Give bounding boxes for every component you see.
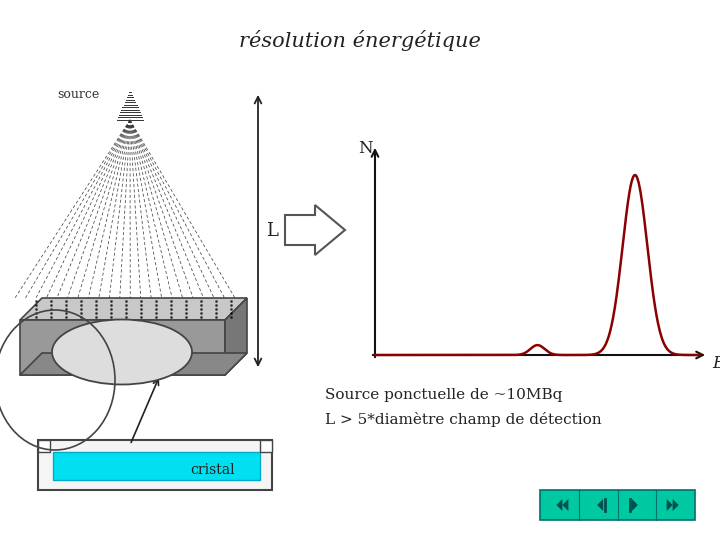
Polygon shape <box>540 490 695 520</box>
Polygon shape <box>562 499 568 511</box>
Text: résolution énergétique: résolution énergétique <box>239 30 481 51</box>
Polygon shape <box>20 320 225 375</box>
Polygon shape <box>285 205 345 255</box>
Polygon shape <box>260 440 272 452</box>
Text: E: E <box>712 354 720 372</box>
Text: cristal: cristal <box>190 463 235 477</box>
Polygon shape <box>667 499 672 511</box>
Text: L: L <box>266 222 278 240</box>
Polygon shape <box>38 440 272 490</box>
Ellipse shape <box>52 320 192 384</box>
Text: N: N <box>358 140 372 157</box>
Polygon shape <box>20 298 247 320</box>
Polygon shape <box>557 499 562 511</box>
Text: L > 5*diamètre champ de détection: L > 5*diamètre champ de détection <box>325 412 602 427</box>
Polygon shape <box>597 499 603 511</box>
Polygon shape <box>20 353 247 375</box>
Text: Source ponctuelle de ~10MBq: Source ponctuelle de ~10MBq <box>325 388 562 402</box>
Polygon shape <box>672 499 679 511</box>
Polygon shape <box>53 452 260 480</box>
Polygon shape <box>225 298 247 375</box>
Polygon shape <box>38 440 50 452</box>
Text: source: source <box>57 87 99 100</box>
Polygon shape <box>632 499 638 511</box>
